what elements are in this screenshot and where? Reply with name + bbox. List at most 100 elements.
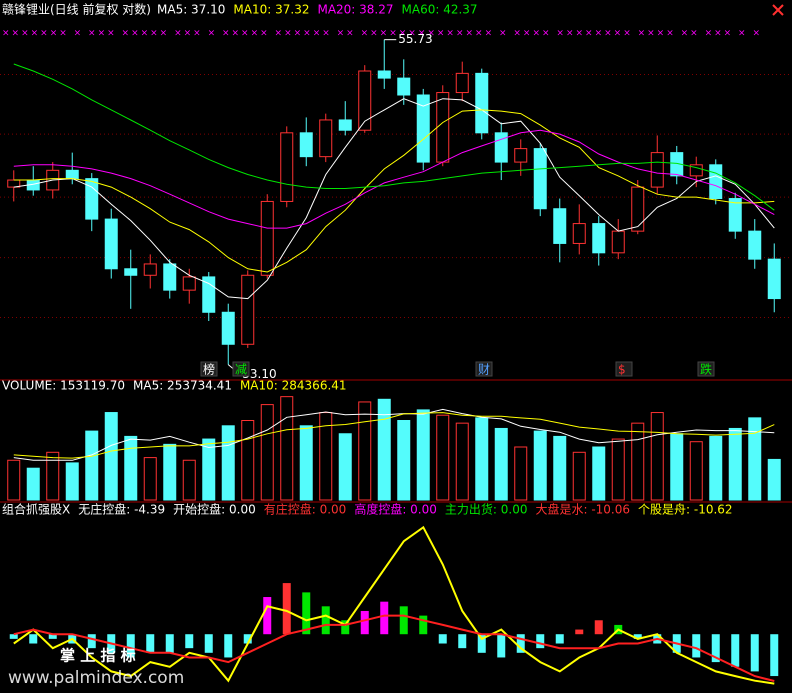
volume-bar [377,398,391,501]
candle-body [748,230,762,260]
volume-bar [748,417,762,501]
candle-body [494,132,508,163]
indicator-bar [516,634,525,653]
ma-line [13,63,775,211]
event-tag: $ [618,363,626,377]
indicator-bar [146,634,155,653]
volume-bar [494,427,508,501]
volume-bar [221,425,235,501]
volume-bar [689,441,703,501]
volume-bar [85,430,99,501]
volume-bar [436,414,450,501]
volume-bar [709,435,723,501]
volume-bar [319,412,333,501]
watermark: 掌 上 指 标 [60,647,136,665]
volume-bar [475,417,489,501]
indicator-bar [594,620,603,635]
candle-body [397,77,411,96]
volume-bar [514,446,528,501]
volume-bar [592,446,606,501]
candle-body [767,258,781,300]
event-tag-box [475,361,493,377]
indicator-bar [302,592,311,635]
candle-body [319,119,333,158]
legend-entry: MA5: 37.10 [157,3,225,17]
volume-bar [611,438,625,501]
candle-body [260,200,274,276]
volume-bar [202,438,216,501]
legend-entry: 开始控盘: 0.00 [173,502,256,517]
event-tag: 减 [235,363,247,377]
legend-entry: 有庄控盘: 0.00 [264,502,347,517]
legend-entry: 组合抓强股X [2,502,70,517]
event-tag-box [615,361,633,377]
legend-entry: 个股是舟: -10.62 [638,503,733,517]
candle-body [241,274,255,345]
volume-bar [767,458,781,501]
volume-bar [46,451,60,501]
indicator-bar [633,634,642,639]
candle-body [65,169,79,180]
volume-bar [533,430,547,501]
volume-bar [280,396,294,501]
candle-body [416,94,430,163]
volume-bar [104,412,118,501]
indicator-bar [224,634,233,658]
event-tag-box [697,361,715,377]
volume-bar [7,459,21,501]
indicator-bar [87,634,96,649]
volume-ma-line [13,408,775,461]
indicator-bar [750,634,759,672]
candle-body [221,311,235,345]
indicator-bar [29,634,38,644]
event-tag: 跌 [700,362,712,377]
volume-bar [182,459,196,501]
candle-body [475,72,489,134]
indicator-bar [321,606,330,635]
volume-bar [163,443,177,501]
candle-body [338,119,352,131]
ma-line [13,109,775,273]
indicator-bar [711,634,720,663]
event-tag: 榜 [203,362,215,377]
close-icon[interactable] [772,4,784,16]
candle-body [611,230,625,254]
volume-bar [650,412,664,501]
candle-body [592,223,606,254]
legend-entry: VOLUME: 153119.70 [2,379,125,393]
indicator-bar [360,610,369,635]
candle-body [572,223,586,244]
candle-body [182,276,196,291]
volume-bar [65,462,79,501]
candle-body [85,178,99,220]
signal-row: ××××××× × ××× ××××× ××× × ××××× ×××××× ×… [2,29,760,39]
candle-body [689,164,703,177]
candle-body [514,148,528,163]
event-tag-box [232,361,250,377]
candle-body [709,164,723,200]
volume-bar [241,420,255,501]
candle-body [358,70,372,131]
candle-body [163,263,177,291]
candle-body [299,132,313,158]
candle-body [104,218,118,270]
volume-bar [26,467,40,501]
legend-entry: MA10: 284366.41 [240,379,347,393]
candle-body [650,152,664,188]
candle-body [436,92,450,163]
legend-entry: 高度控盘: 0.00 [354,502,437,517]
candle-body [631,186,645,232]
indicator-bar [9,634,18,639]
indicator-bar [165,634,174,653]
legend-entry: MA60: 42.37 [402,3,478,17]
watermark: www.palmindex.com [8,668,184,688]
close-button[interactable] [772,4,784,16]
indicator-bar [731,634,740,667]
legend-entry: 主力出货: 0.00 [445,502,528,517]
volume-bar [338,433,352,501]
candle-body [455,72,469,94]
event-tag: 财 [478,363,490,377]
